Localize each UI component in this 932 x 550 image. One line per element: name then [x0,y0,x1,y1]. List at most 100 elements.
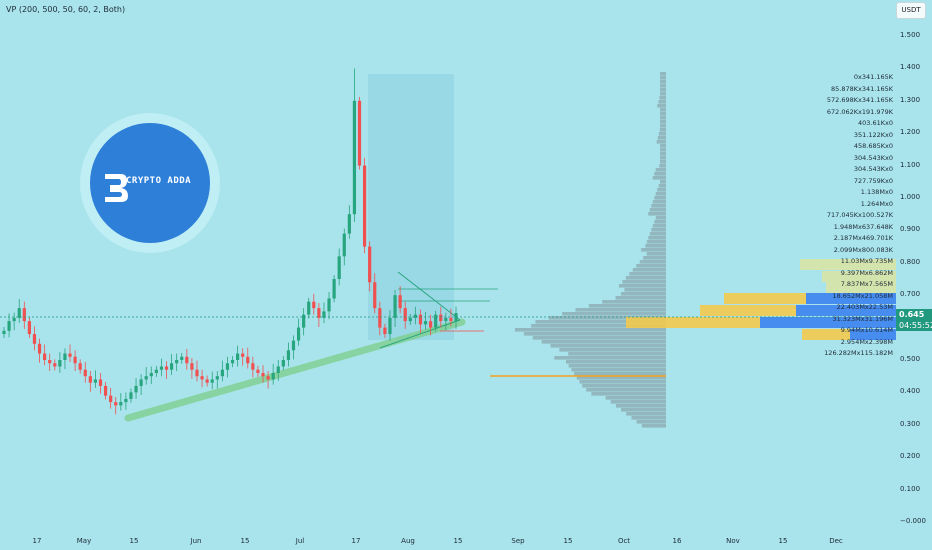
spike-highlight-zone [368,74,454,340]
time-tick-label: Sep [511,537,525,545]
profile-bar [591,392,666,396]
time-tick-label: 16 [672,537,682,545]
volume-profile-value: 458.685Kx0 [853,142,893,150]
candle-body [169,363,174,370]
price-tick-label: 1.300 [900,95,921,104]
candle-body [159,366,164,370]
price-tick-label: 1.200 [900,128,921,137]
candle-countdown: 04:55:52 [899,320,932,330]
candle-body [307,301,311,315]
profile-bar [602,300,666,304]
volume-profile-value: 727.759Kx0 [853,176,893,185]
price-tick-label: 1.100 [900,160,921,169]
profile-bar [651,228,666,232]
profile-bar [532,336,666,340]
profile-bar [646,252,666,256]
volume-profile-value: 126.282Mx115.182M [824,349,893,357]
price-tick-label: 1.500 [900,31,921,39]
indicator-label[interactable]: VP (200, 500, 50, 60, 2, Both) [6,5,126,14]
candle-body [296,327,301,341]
profile-bar [660,144,666,148]
volume-profile-value: 1.264Mx0 [860,199,893,208]
candle-body [368,246,372,283]
price-tick-label: 0.700 [900,290,921,299]
volume-profile-value: 0x341.165K [853,73,893,81]
currency-button[interactable]: USDT [896,2,926,19]
candle-body [58,360,62,367]
profile-bar [660,112,666,116]
candle-body [119,402,123,406]
profile-bar [554,356,666,360]
profile-bar [660,124,666,128]
candle-body [73,356,77,364]
volume-profile-value: 351.122Kx0 [853,130,893,139]
time-tick-label: 15 [240,537,250,545]
volume-profile [514,72,666,428]
volume-profile-value: 9.94Mx10.614M [840,326,893,334]
profile-bar [622,280,666,284]
profile-bar [620,292,666,296]
time-tick-label: 15 [453,537,463,545]
candle-body [190,363,194,370]
candle-body [256,369,260,373]
vp-down-volume [822,271,896,282]
candle-body [129,392,133,399]
time-tick-label: May [76,537,92,545]
candle-body [276,366,280,373]
vp-down-volume [826,282,896,293]
profile-bar [660,160,666,164]
profile-bar [636,264,666,268]
profile-bar [514,328,666,332]
candle-body [98,379,103,386]
time-tick-label: Jul [295,537,305,545]
volume-profile-value: 9.397Mx6.862M [840,268,893,277]
profile-bar [660,120,666,124]
profile-bar [660,92,666,96]
candle-body [357,100,362,166]
candle-body [439,314,443,322]
candle-body [302,314,306,328]
candle-body [12,317,16,322]
candle-body [68,353,72,357]
candle-body [109,395,113,403]
profile-bar [624,288,666,292]
profile-bar [660,72,666,76]
profile-bar [615,296,666,300]
candle-body [398,295,402,309]
candle-body [93,379,98,383]
candle-body [180,356,184,360]
profile-bar [541,340,666,344]
vp-up-volume [850,329,896,340]
profile-bar [576,376,666,380]
time-tick-label: Oct [617,537,631,545]
profile-bar [654,220,666,224]
time-tick-label: 17 [351,537,361,545]
profile-bar [660,116,666,120]
profile-bar [643,256,666,260]
candle-body [327,298,331,312]
profile-bar [531,324,666,328]
vp-down-volume [626,317,760,328]
volume-profile-value: 1.948Mx637.648K [833,222,893,231]
candle-body [261,372,265,377]
profile-bar [654,172,666,176]
profile-bar [660,76,666,80]
volume-profile-value: 18.652Mx21.058M [832,291,893,300]
volume-profile-value: 304.543Kx0 [853,153,893,162]
candle-body [164,366,169,370]
candle-body [444,317,448,322]
profile-bar [641,248,666,252]
candle-body [352,100,357,215]
price-tick-label: 0.500 [900,355,921,363]
price-tick-label: 0.800 [900,257,921,266]
candle-body [37,343,42,354]
price-tick-label: 0.900 [900,225,921,234]
volume-profile-value: 31.323Mx31.196M [832,314,893,323]
profile-bar [652,224,666,228]
profile-bar [615,404,666,408]
profile-bar [625,276,666,280]
last-price-value: 0.645 [899,310,925,319]
candle-body [388,317,392,335]
profile-bar [660,156,666,160]
